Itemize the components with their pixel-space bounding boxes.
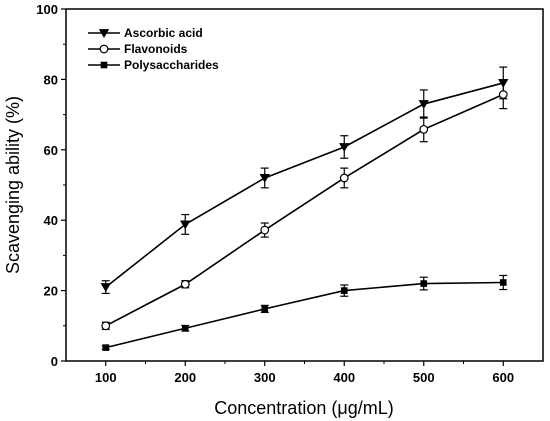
y-tick-label: 100 [36,2,58,17]
data-point [259,174,270,183]
axis-ticks: 100 200 300 400 500 600 0 20 40 60 80 100 [36,2,514,385]
series-polysaccharides [101,274,508,351]
data-point [100,283,111,293]
x-tick-label: 200 [174,370,196,385]
legend-marker [98,29,110,38]
series-line [105,281,504,349]
data-point [101,321,111,331]
legend: Ascorbic acid Flavonoids Polysaccharides [88,26,219,72]
x-tick-label: 100 [95,370,117,385]
legend-item: Polysaccharides [88,58,219,72]
x-tick-label: 300 [254,370,276,385]
series-line [105,93,504,327]
data-point [420,280,428,287]
x-tick-label: 500 [413,370,435,385]
series-ascorbic-acid [100,66,509,295]
x-tick-label: 400 [333,370,355,385]
y-tick-label: 40 [44,213,58,228]
x-tick-label: 600 [492,370,514,385]
data-point [180,279,190,289]
data-point [499,279,507,286]
legend-label: Ascorbic acid [124,26,203,40]
legend-marker [100,61,108,69]
data-point [180,220,191,230]
data-point [419,124,429,134]
series-layer [100,66,509,351]
series-line [105,82,504,288]
y-tick-label: 80 [44,72,58,87]
data-point [261,305,269,313]
data-point [260,225,270,235]
data-point [181,324,189,332]
legend-label: Polysaccharides [124,58,219,72]
legend-item: Flavonoids [88,42,188,56]
data-point [339,173,349,183]
data-point [340,287,348,294]
data-point [498,90,508,99]
x-axis-title: Concentration (μg/mL) [214,398,393,418]
legend-item: Ascorbic acid [88,26,203,40]
legend-label: Flavonoids [124,42,188,56]
y-tick-label: 60 [44,143,58,158]
legend-marker [99,44,109,54]
data-point [339,143,350,152]
y-axis-title: Scavenging ability (%) [3,96,23,274]
data-point [418,100,429,109]
data-point [102,344,110,351]
series-flavonoids [101,79,508,331]
y-tick-label: 0 [51,354,58,369]
y-tick-label: 20 [44,284,58,299]
